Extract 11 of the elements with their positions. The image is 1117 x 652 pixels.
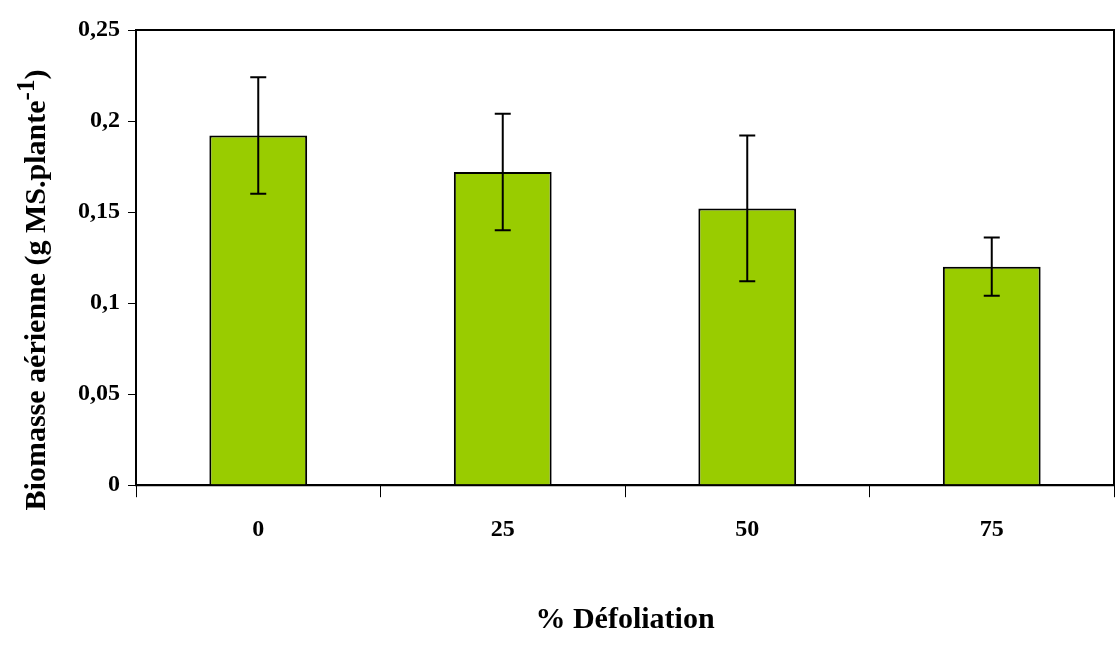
x-tick-label: 25 [490,514,515,541]
y-tick-label: 0,2 [90,106,120,133]
x-tick-label: 0 [252,514,265,541]
x-tick-label: 50 [735,514,760,541]
y-tick-label: 0,25 [78,15,120,42]
x-tick-label: 75 [979,514,1004,541]
y-tick-label: 0 [108,470,120,497]
x-axis-title: % Défoliation [535,600,715,634]
y-tick-label: 0,05 [78,379,120,406]
y-tick-label: 0,1 [90,288,120,315]
y-tick-label: 0,15 [78,197,120,224]
